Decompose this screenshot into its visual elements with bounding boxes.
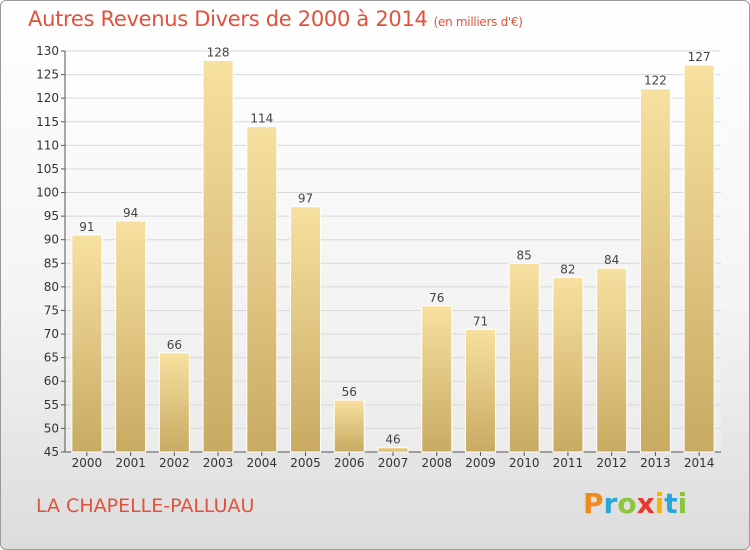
bar [333,399,365,453]
y-tick-label: 105 [36,162,59,176]
bar [202,59,234,453]
x-tick-label: 2010 [509,456,540,470]
y-tick-label: 100 [36,186,59,200]
x-tick-label: 2005 [290,456,321,470]
data-label: 66 [167,338,182,352]
bar [508,262,540,453]
x-tick-label: 2014 [684,456,715,470]
bar [464,328,496,453]
x-tick-label: 2006 [334,456,365,470]
bar [246,125,278,453]
bar [158,352,190,453]
logo-letter: P [583,487,604,520]
x-tick-label: 2002 [159,456,190,470]
proxiti-logo: Proxiti [583,487,687,520]
data-label: 94 [123,206,138,220]
bar [377,446,409,453]
bar [552,276,584,453]
data-label: 71 [473,314,488,328]
data-label: 82 [560,262,575,276]
data-label: 46 [385,432,400,446]
x-tick-label: 2000 [72,456,103,470]
data-label: 122 [644,74,667,88]
data-label: 56 [342,385,357,399]
y-tick-label: 95 [44,209,59,223]
x-tick-label: 2013 [640,456,671,470]
bar [683,64,715,453]
y-tick-label: 130 [36,44,59,58]
data-label: 114 [250,111,273,125]
data-label: 76 [429,291,444,305]
data-label: 127 [688,50,711,64]
bar [115,220,147,453]
chart-title-text: Autres Revenus Divers de 2000 à 2014 [28,7,428,31]
logo-letter: x [636,487,655,520]
y-tick-label: 125 [36,68,59,82]
data-label: 84 [604,253,619,267]
x-tick-label: 2012 [596,456,627,470]
bar [639,88,671,453]
y-tick-label: 60 [44,374,59,388]
y-tick-label: 45 [44,445,59,459]
bar [596,267,628,453]
commune-name: LA CHAPELLE-PALLUAU [36,495,255,517]
logo-letter: i [677,487,688,520]
chart-title: Autres Revenus Divers de 2000 à 2014 (en … [28,7,523,31]
y-tick-label: 65 [44,351,59,365]
chart-unit: (en milliers d'€) [433,15,523,29]
y-tick-label: 80 [44,280,59,294]
y-tick-label: 115 [36,115,59,129]
y-tick-label: 55 [44,398,59,412]
data-label: 128 [207,45,230,59]
y-tick-label: 110 [36,138,59,152]
data-label: 97 [298,192,313,206]
y-tick-label: 70 [44,327,59,341]
logo-letter: r [603,487,618,520]
x-tick-label: 2011 [553,456,584,470]
y-tick-label: 75 [44,303,59,317]
x-tick-label: 2004 [247,456,278,470]
x-tick-label: 2003 [203,456,234,470]
data-label: 91 [79,220,94,234]
x-tick-label: 2001 [115,456,146,470]
y-tick-label: 120 [36,91,59,105]
logo-letter: t [664,487,678,520]
bar [290,206,322,453]
x-tick-label: 2009 [465,456,496,470]
y-tick-label: 90 [44,233,59,247]
data-label: 85 [517,248,532,262]
logo-letter: o [617,487,637,520]
x-tick-label: 2008 [421,456,452,470]
logo-letter: i [654,487,665,520]
y-tick-label: 85 [44,256,59,270]
y-tick-label: 50 [44,421,59,435]
x-tick-label: 2007 [378,456,409,470]
bar [71,234,103,453]
bar [421,305,453,453]
